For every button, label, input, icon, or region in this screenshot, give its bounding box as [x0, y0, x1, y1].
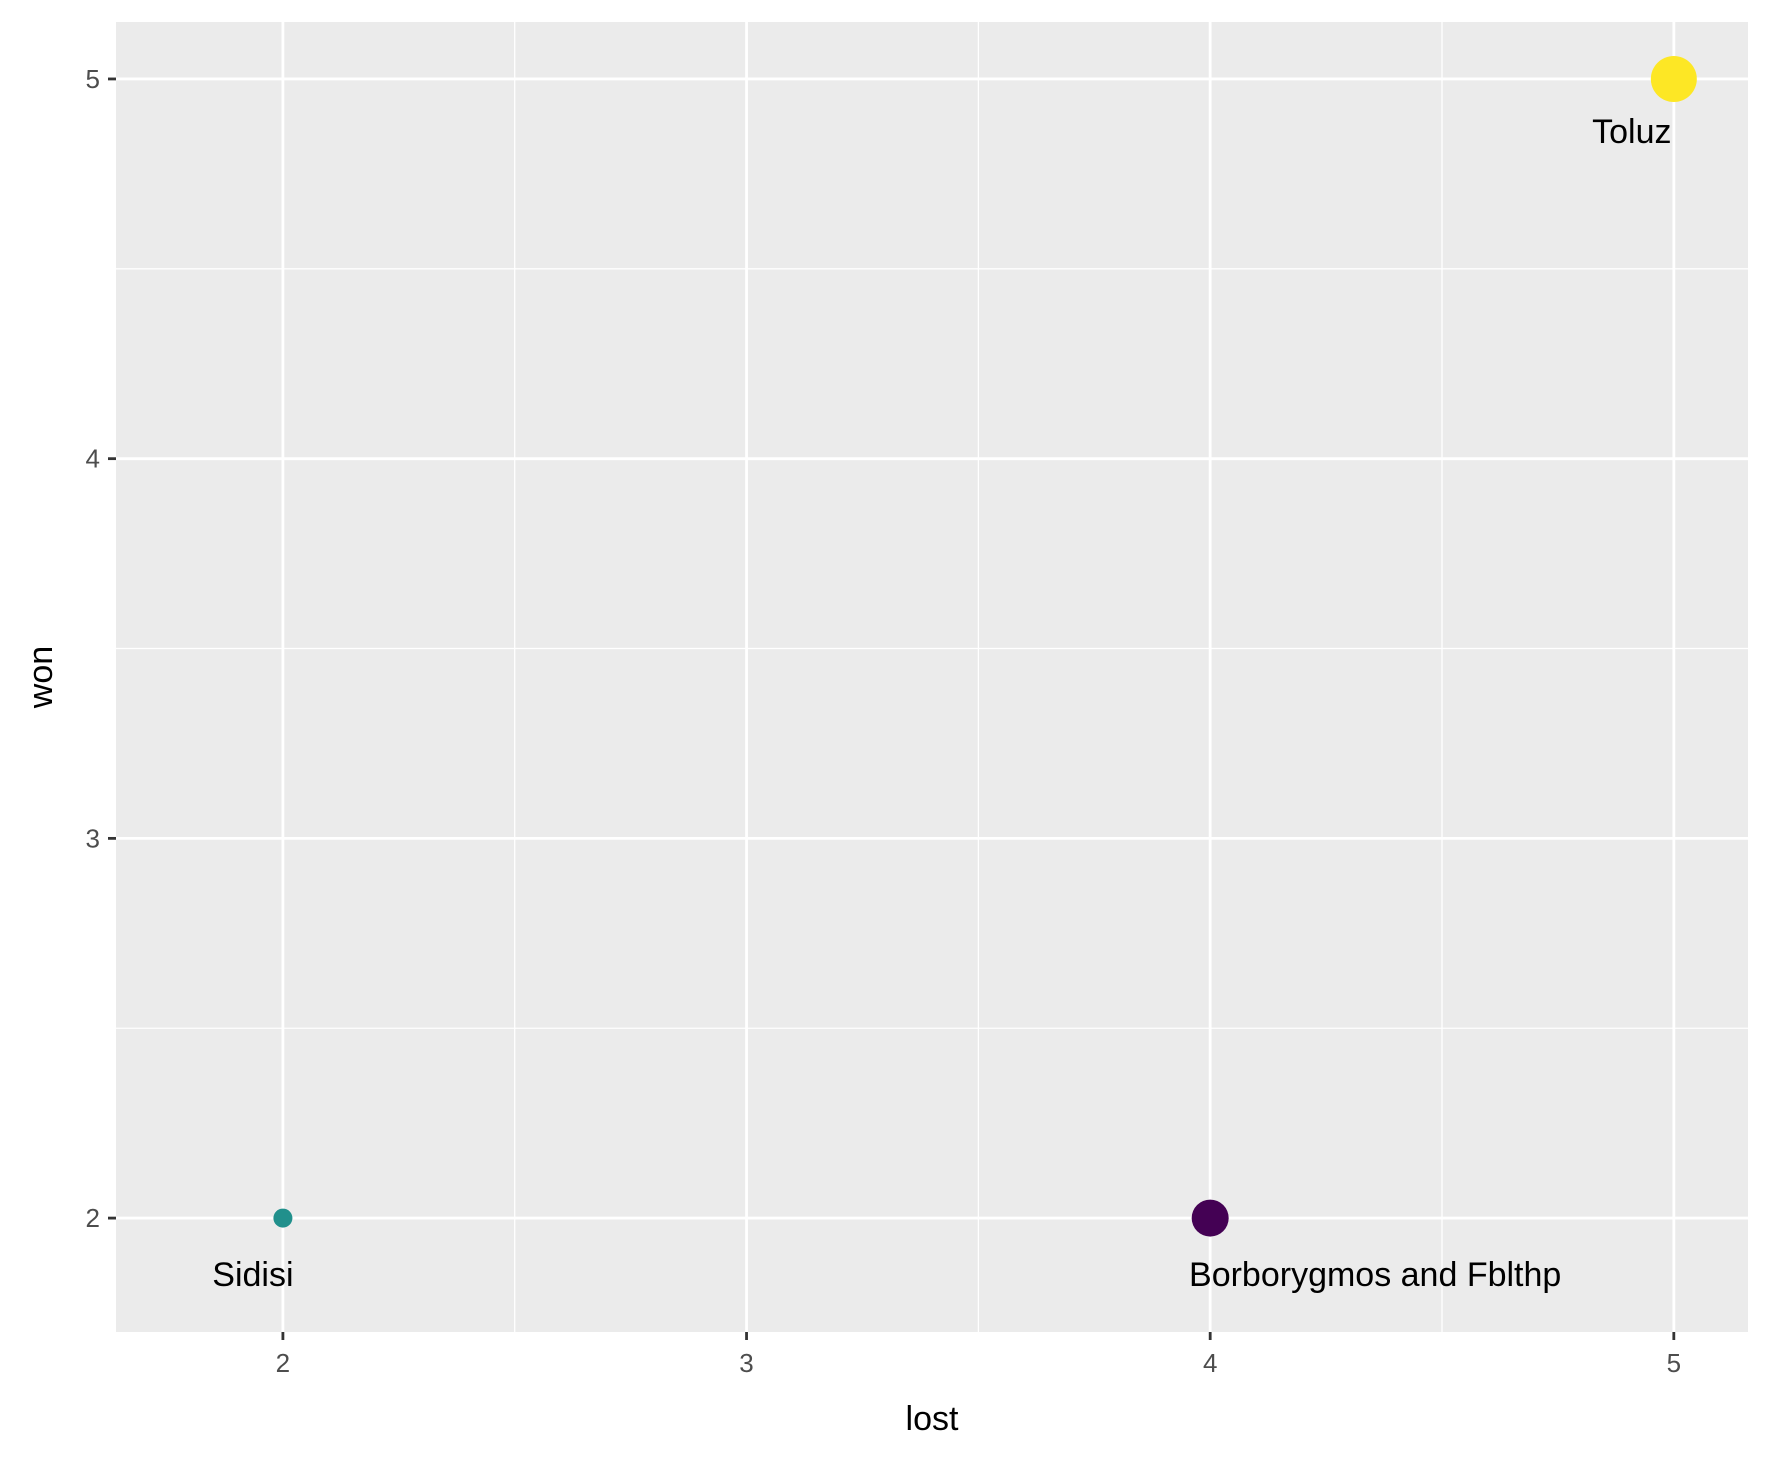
y-tick-label: 2 [86, 1203, 100, 1233]
x-tick-label: 2 [276, 1348, 290, 1378]
grid-minor [116, 22, 1748, 1332]
y-axis-title: won [22, 646, 60, 709]
data-point-label: Borborygmos and Fblthp [1189, 1256, 1561, 1294]
x-tick-label: 5 [1667, 1348, 1681, 1378]
data-point-label: Sidisi [212, 1256, 293, 1294]
y-tick-label: 3 [86, 823, 100, 853]
x-tick-label: 3 [739, 1348, 753, 1378]
y-tick-label: 4 [86, 444, 100, 474]
x-axis-title: lost [906, 1400, 959, 1438]
plot-panel [116, 22, 1748, 1332]
y-tick-label: 5 [86, 64, 100, 94]
data-point [1191, 1199, 1229, 1237]
x-tick-label: 4 [1203, 1348, 1217, 1378]
data-points [273, 55, 1697, 1237]
grid-major [116, 22, 1748, 1332]
data-point-label: Toluz [1592, 113, 1671, 151]
data-point [1650, 55, 1697, 102]
axis-ticks: 2 3 4 5 2 3 4 5 [86, 64, 1682, 1378]
data-labels: Sidisi Borborygmos and Fblthp Toluz [212, 113, 1671, 1294]
data-point [273, 1208, 293, 1228]
